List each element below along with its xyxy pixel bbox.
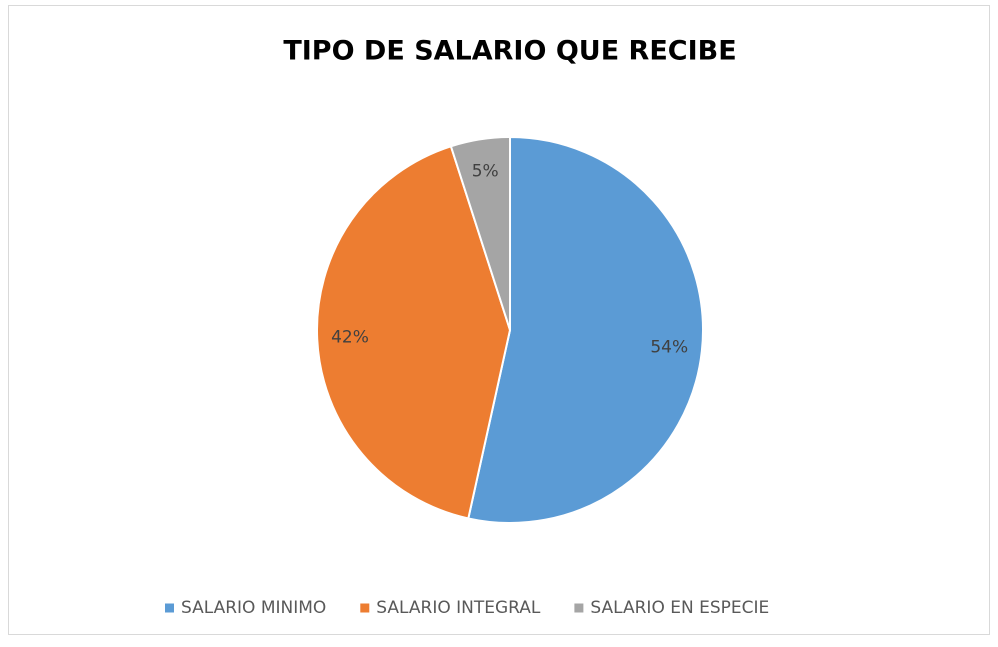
- legend-swatch: [574, 603, 584, 613]
- legend-label: SALARIO MINIMO: [181, 598, 326, 618]
- legend-swatch: [165, 603, 174, 613]
- pie-slice: [467, 135, 704, 524]
- pie-slice: [316, 145, 512, 520]
- pie: 54% 42% 5%: [316, 135, 704, 524]
- legend: SALARIO MINIMO SALARIO INTEGRAL SALARIO EN…: [165, 598, 769, 618]
- legend-label: SALARIO INTEGRAL: [376, 598, 541, 618]
- data-label: 42%: [331, 327, 369, 347]
- pie-slice: [449, 135, 511, 331]
- chart-title: TIPO DE SALARIO QUE RECIBE: [283, 36, 736, 67]
- data-label: 5%: [472, 162, 499, 182]
- data-label: 54%: [650, 337, 688, 357]
- legend-swatch: [360, 603, 370, 613]
- legend-label: SALARIO EN ESPECIE: [590, 598, 769, 618]
